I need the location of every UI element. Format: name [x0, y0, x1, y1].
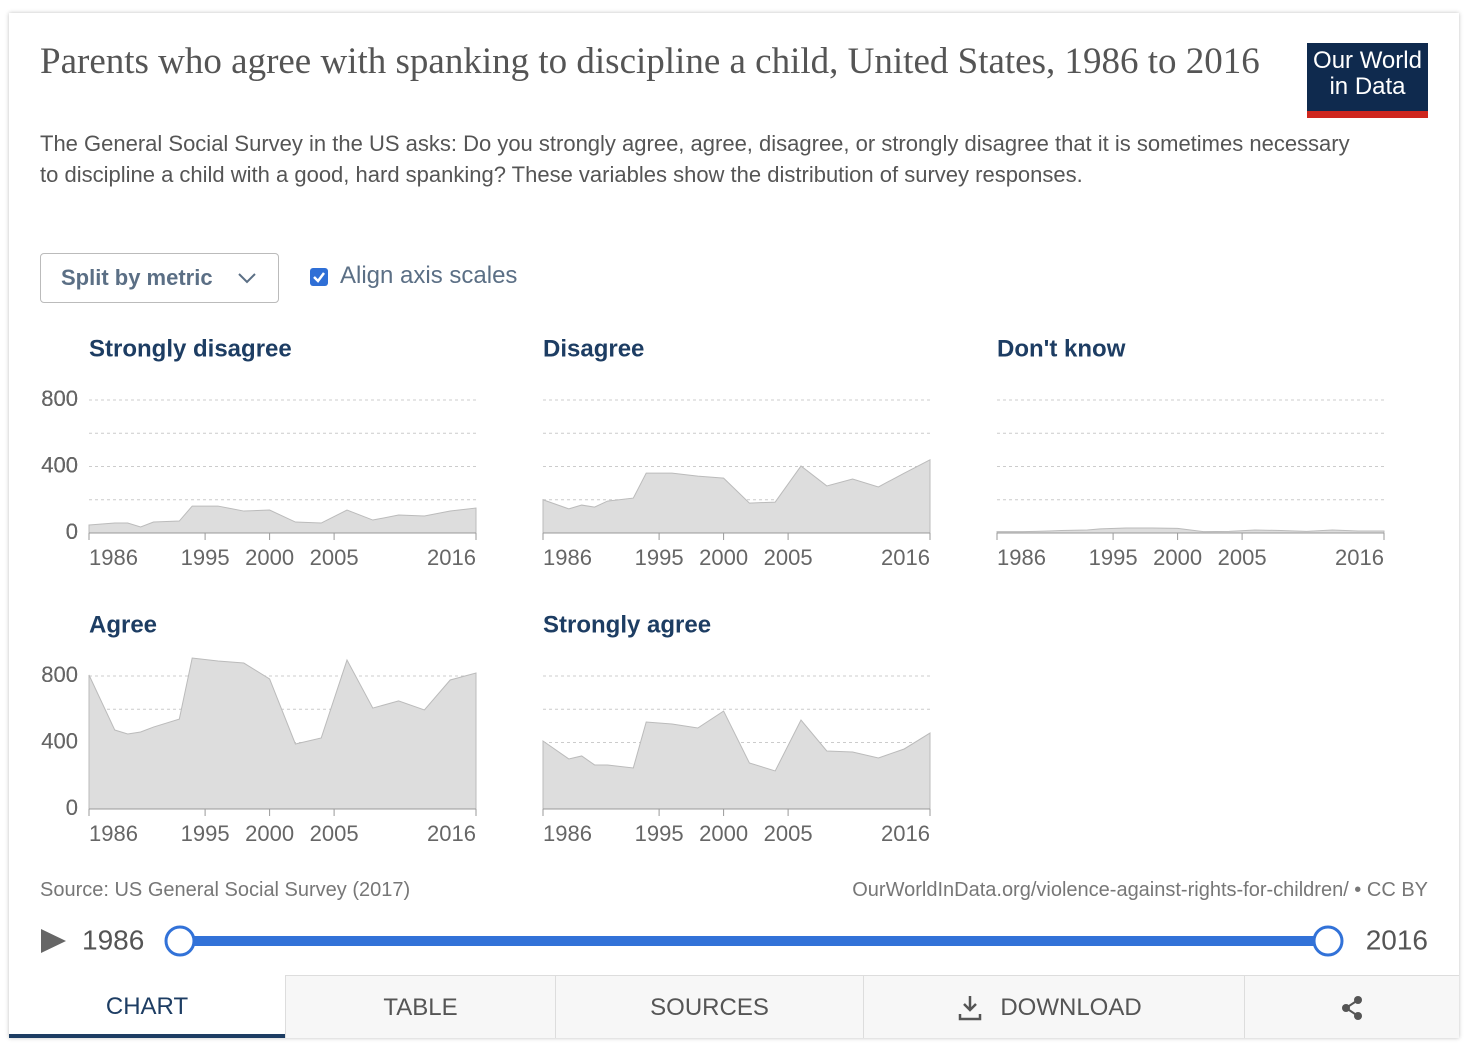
logo-line: Our World: [1313, 47, 1422, 74]
y-tick-label: 0: [66, 795, 78, 820]
panel-title: Strongly agree: [543, 611, 711, 638]
download-icon: [958, 996, 982, 1021]
y-tick-label: 400: [41, 728, 78, 753]
x-tick-label: 1995: [181, 821, 230, 846]
x-tick-label: 2016: [881, 821, 930, 846]
y-tick-label: 0: [66, 795, 78, 820]
x-tick-label: 2000: [699, 545, 748, 570]
checkbox-label[interactable]: Align axis scales: [340, 262, 518, 289]
area: [996, 527, 1385, 534]
panel-title: Don't know: [997, 335, 1126, 362]
x-tick-label: 2016: [881, 545, 930, 570]
panel-title: Strongly disagree: [89, 335, 292, 362]
y-tick-label: 0: [66, 519, 78, 544]
tab-sources[interactable]: SOURCES: [555, 975, 863, 1038]
dropdown[interactable]: Split by metric: [40, 253, 279, 303]
x-tick-label: 1995: [635, 821, 684, 846]
share-icon: [1342, 996, 1362, 1020]
y-tick-label: 800: [41, 662, 78, 687]
timeline-handle[interactable]: [1312, 925, 1344, 957]
area: [542, 710, 931, 810]
chart-title: Parents who agree with spanking to disci…: [40, 41, 1260, 82]
y-tick-label: 800: [41, 386, 78, 411]
x-tick-label: 1986: [997, 545, 1046, 570]
tab-download-label: DOWNLOAD: [1000, 994, 1142, 1021]
chevron: [238, 273, 256, 284]
x-tick-label: 2000: [245, 545, 294, 570]
x-tick-label: 2000: [245, 821, 294, 846]
timeline-end: 2016: [1366, 924, 1428, 955]
x-tick-label: 1986: [89, 545, 138, 570]
x-tick-label: 2005: [1218, 545, 1267, 570]
y-tick-label: 0: [66, 519, 78, 544]
x-tick-label: 1995: [1089, 545, 1138, 570]
x-tick-label: 2005: [764, 821, 813, 846]
tab-table[interactable]: TABLE: [285, 975, 555, 1038]
area: [88, 505, 477, 534]
x-tick-label: 2016: [1335, 545, 1384, 570]
tab-download[interactable]: DOWNLOAD: [863, 975, 1244, 1038]
logo-line: in Data: [1329, 73, 1406, 100]
y-tick-label: 800: [41, 386, 78, 411]
play-button[interactable]: [41, 929, 66, 953]
y-tick-label: 800: [41, 662, 78, 687]
x-tick-label: 2000: [699, 821, 748, 846]
panel-title: Disagree: [543, 335, 644, 362]
y-tick-label: 800: [41, 386, 78, 411]
x-tick-label: 2000: [1153, 545, 1202, 570]
source: Source: US General Social Survey (2017): [40, 879, 411, 901]
tab-share[interactable]: [1244, 975, 1459, 1038]
panel-title: Agree: [89, 611, 157, 638]
logo[interactable]: Our World in Data: [1307, 43, 1428, 118]
x-tick-label: 2005: [764, 545, 813, 570]
x-tick-label: 1986: [543, 545, 592, 570]
chart-subtitle: The General Social Survey in the US asks…: [40, 131, 1350, 187]
y-tick-label: 400: [41, 452, 78, 477]
timeline-handle[interactable]: [164, 925, 196, 957]
y-tick-label: 400: [41, 452, 78, 477]
x-tick-label: 2016: [427, 821, 476, 846]
area: [542, 459, 931, 534]
x-tick-label: 1995: [181, 545, 230, 570]
area: [88, 657, 477, 810]
y-tick-label: 0: [66, 519, 78, 544]
check: [313, 272, 325, 283]
x-tick-label: 2005: [310, 545, 359, 570]
y-tick-label: 400: [41, 728, 78, 753]
y-tick-label: 400: [41, 452, 78, 477]
dropdown-label: Split by metric: [61, 265, 213, 290]
tab-chart[interactable]: CHART: [9, 975, 285, 1038]
x-tick-label: 2005: [310, 821, 359, 846]
checkbox[interactable]: [310, 268, 328, 286]
timeline-start: 1986: [82, 924, 144, 955]
x-tick-label: 2016: [427, 545, 476, 570]
tab-bar: CHART TABLE SOURCES DOWNLOAD: [9, 975, 1459, 1038]
x-tick-label: 1995: [635, 545, 684, 570]
x-tick-label: 1986: [89, 821, 138, 846]
source-url[interactable]: OurWorldInData.org/violence-against-righ…: [852, 879, 1428, 901]
x-tick-label: 1986: [543, 821, 592, 846]
